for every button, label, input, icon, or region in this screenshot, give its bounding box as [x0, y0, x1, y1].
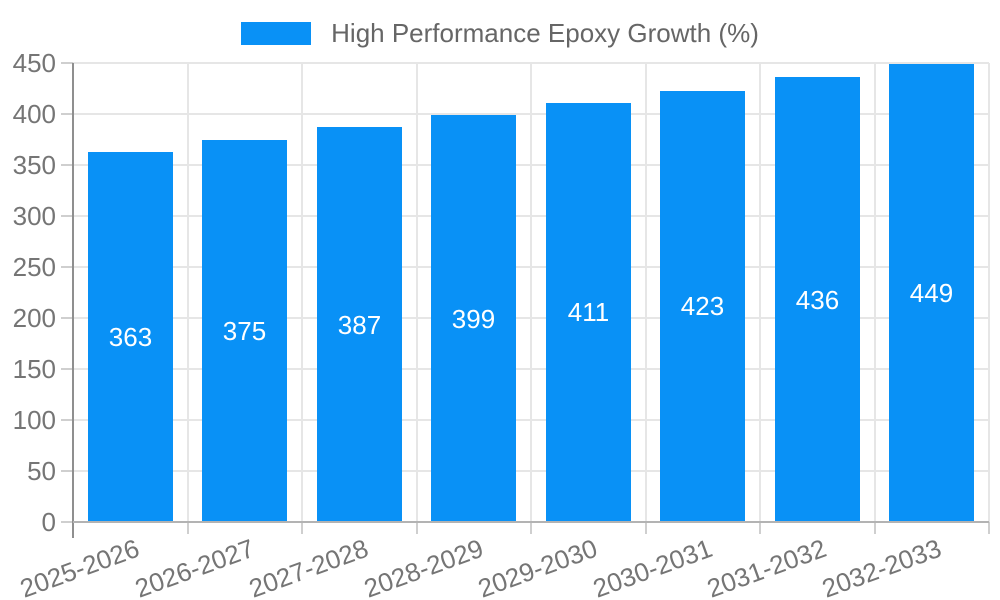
- bar[interactable]: [660, 91, 745, 522]
- legend-swatch: [241, 22, 312, 45]
- y-tick-mark: [61, 470, 73, 472]
- x-axis-line: [73, 521, 989, 523]
- legend[interactable]: High Performance Epoxy Growth (%): [0, 18, 1000, 49]
- bar[interactable]: [775, 77, 860, 522]
- y-tick-mark: [61, 266, 73, 268]
- bar[interactable]: [546, 103, 631, 522]
- y-tick-label: 350: [12, 150, 56, 180]
- bar-value-label: 399: [451, 304, 496, 334]
- x-gridline: [187, 63, 189, 522]
- bar-value-label: 449: [909, 278, 954, 308]
- y-tick-label: 200: [12, 303, 56, 333]
- y-tick-mark: [61, 113, 73, 115]
- y-tick-label: 450: [12, 48, 56, 78]
- bar[interactable]: [88, 152, 173, 522]
- y-tick-label: 0: [41, 507, 56, 537]
- bar-value-label: 423: [680, 291, 725, 321]
- x-gridline: [301, 63, 303, 522]
- y-tick-label: 400: [12, 99, 56, 129]
- y-tick-mark: [61, 521, 73, 523]
- bar-value-label: 436: [795, 285, 840, 315]
- y-tick-label: 250: [12, 252, 56, 282]
- y-tick-mark: [61, 164, 73, 166]
- x-tick-mark: [530, 522, 532, 534]
- y-tick-label: 50: [27, 456, 56, 486]
- bar[interactable]: [202, 140, 287, 523]
- x-gridline: [416, 63, 418, 522]
- x-gridline: [645, 63, 647, 522]
- x-gridline: [874, 63, 876, 522]
- x-tick-mark: [301, 522, 303, 534]
- y-tick-mark: [61, 215, 73, 217]
- x-gridline: [988, 63, 990, 522]
- bar[interactable]: [317, 127, 402, 522]
- y-tick-label: 150: [12, 354, 56, 384]
- bar-value-label: 375: [222, 316, 267, 346]
- y-tick-mark: [61, 317, 73, 319]
- x-tick-mark: [759, 522, 761, 534]
- bar[interactable]: [431, 115, 516, 522]
- x-tick-mark: [988, 522, 990, 534]
- y-tick-label: 300: [12, 201, 56, 231]
- y-tick-mark: [61, 419, 73, 421]
- legend-label: High Performance Epoxy Growth (%): [331, 18, 759, 48]
- y-tick-label: 100: [12, 405, 56, 435]
- y-tick-mark: [61, 62, 73, 64]
- bar[interactable]: [889, 64, 974, 522]
- bar-value-label: 363: [108, 322, 153, 352]
- bar-value-label: 411: [567, 297, 610, 327]
- bar-value-label: 387: [337, 310, 382, 340]
- x-tick-mark: [187, 522, 189, 534]
- x-tick-mark: [416, 522, 418, 534]
- y-tick-mark: [61, 368, 73, 370]
- y-axis-line: [72, 63, 74, 538]
- x-tick-mark: [874, 522, 876, 534]
- x-gridline: [530, 63, 532, 522]
- x-gridline: [759, 63, 761, 522]
- x-tick-mark: [645, 522, 647, 534]
